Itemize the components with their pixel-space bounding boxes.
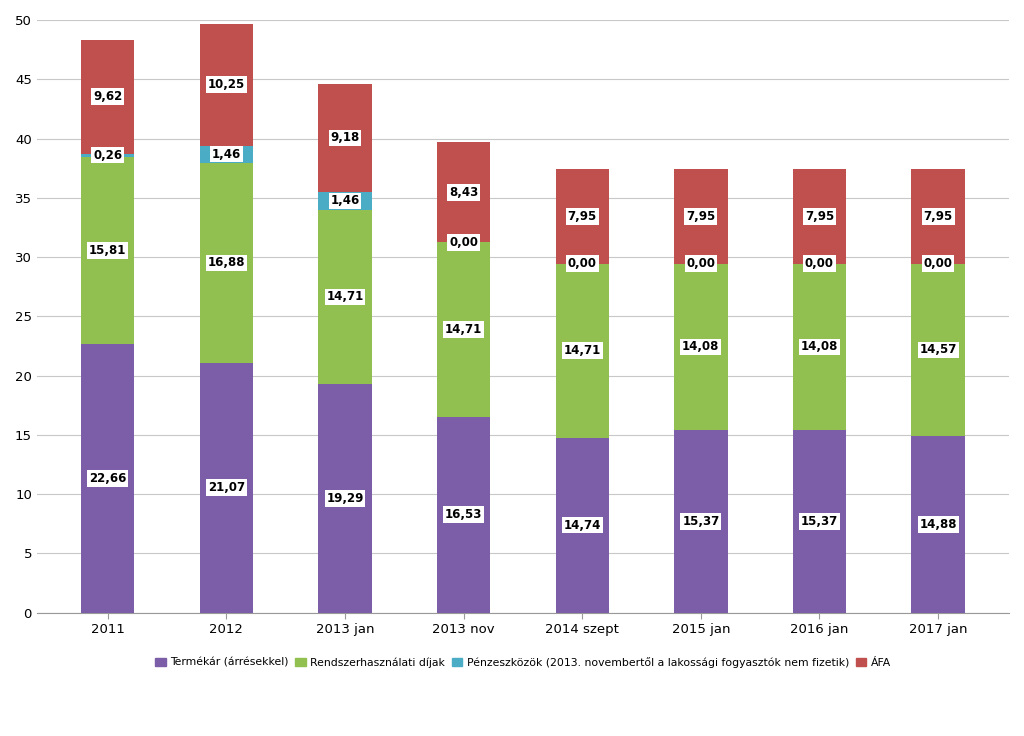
Text: 0,00: 0,00 [686,257,716,270]
Text: 7,95: 7,95 [805,210,835,223]
Text: 15,37: 15,37 [682,515,720,528]
Bar [81,154,134,157]
Text: 14,57: 14,57 [920,344,956,356]
Text: 14,08: 14,08 [801,341,839,353]
Text: 0,00: 0,00 [924,257,952,270]
Bar [793,169,846,263]
Bar [318,83,372,192]
Legend: Termékár (árrésekkel), Rendszerhasználati díjak, Pénzeszközök (2013. novembertől: Termékár (árrésekkel), Rendszerhasználat… [151,653,895,672]
Text: 16,88: 16,88 [208,256,245,269]
Text: 14,71: 14,71 [563,344,601,357]
Bar [556,169,609,263]
Text: 14,74: 14,74 [563,519,601,531]
Text: 8,43: 8,43 [449,186,478,199]
Text: 10,25: 10,25 [208,78,245,91]
Text: 14,71: 14,71 [327,290,364,303]
Bar [674,431,728,612]
Text: 22,66: 22,66 [89,472,126,485]
Text: 0,00: 0,00 [450,236,478,249]
Bar [556,438,609,612]
Bar [437,143,490,242]
Bar [200,163,253,363]
Text: 14,88: 14,88 [920,518,956,531]
Text: 7,95: 7,95 [567,210,597,223]
Text: 0,00: 0,00 [567,257,597,270]
Bar [793,431,846,612]
Bar [81,157,134,344]
Bar [674,169,728,263]
Text: 1,46: 1,46 [331,194,359,208]
Text: 9,62: 9,62 [93,90,122,103]
Bar [200,146,253,163]
Bar [318,384,372,612]
Bar [318,210,372,384]
Text: 0,26: 0,26 [93,149,122,162]
Bar [200,24,253,146]
Bar [81,344,134,612]
Bar [911,436,965,612]
Bar [318,192,372,210]
Text: 21,07: 21,07 [208,481,245,494]
Bar [911,169,965,263]
Text: 7,95: 7,95 [686,210,716,223]
Bar [556,263,609,438]
Text: 16,53: 16,53 [445,508,482,521]
Text: 9,18: 9,18 [331,132,359,144]
Text: 1,46: 1,46 [212,148,241,160]
Text: 0,00: 0,00 [805,257,834,270]
Bar [81,40,134,154]
Bar [674,263,728,431]
Bar [437,417,490,612]
Text: 14,71: 14,71 [445,323,482,336]
Bar [200,363,253,612]
Bar [793,263,846,431]
Text: 14,08: 14,08 [682,341,720,353]
Bar [911,263,965,436]
Text: 15,37: 15,37 [801,515,838,528]
Text: 15,81: 15,81 [89,244,126,257]
Text: 19,29: 19,29 [327,492,364,505]
Text: 7,95: 7,95 [924,210,952,223]
Bar [437,242,490,417]
